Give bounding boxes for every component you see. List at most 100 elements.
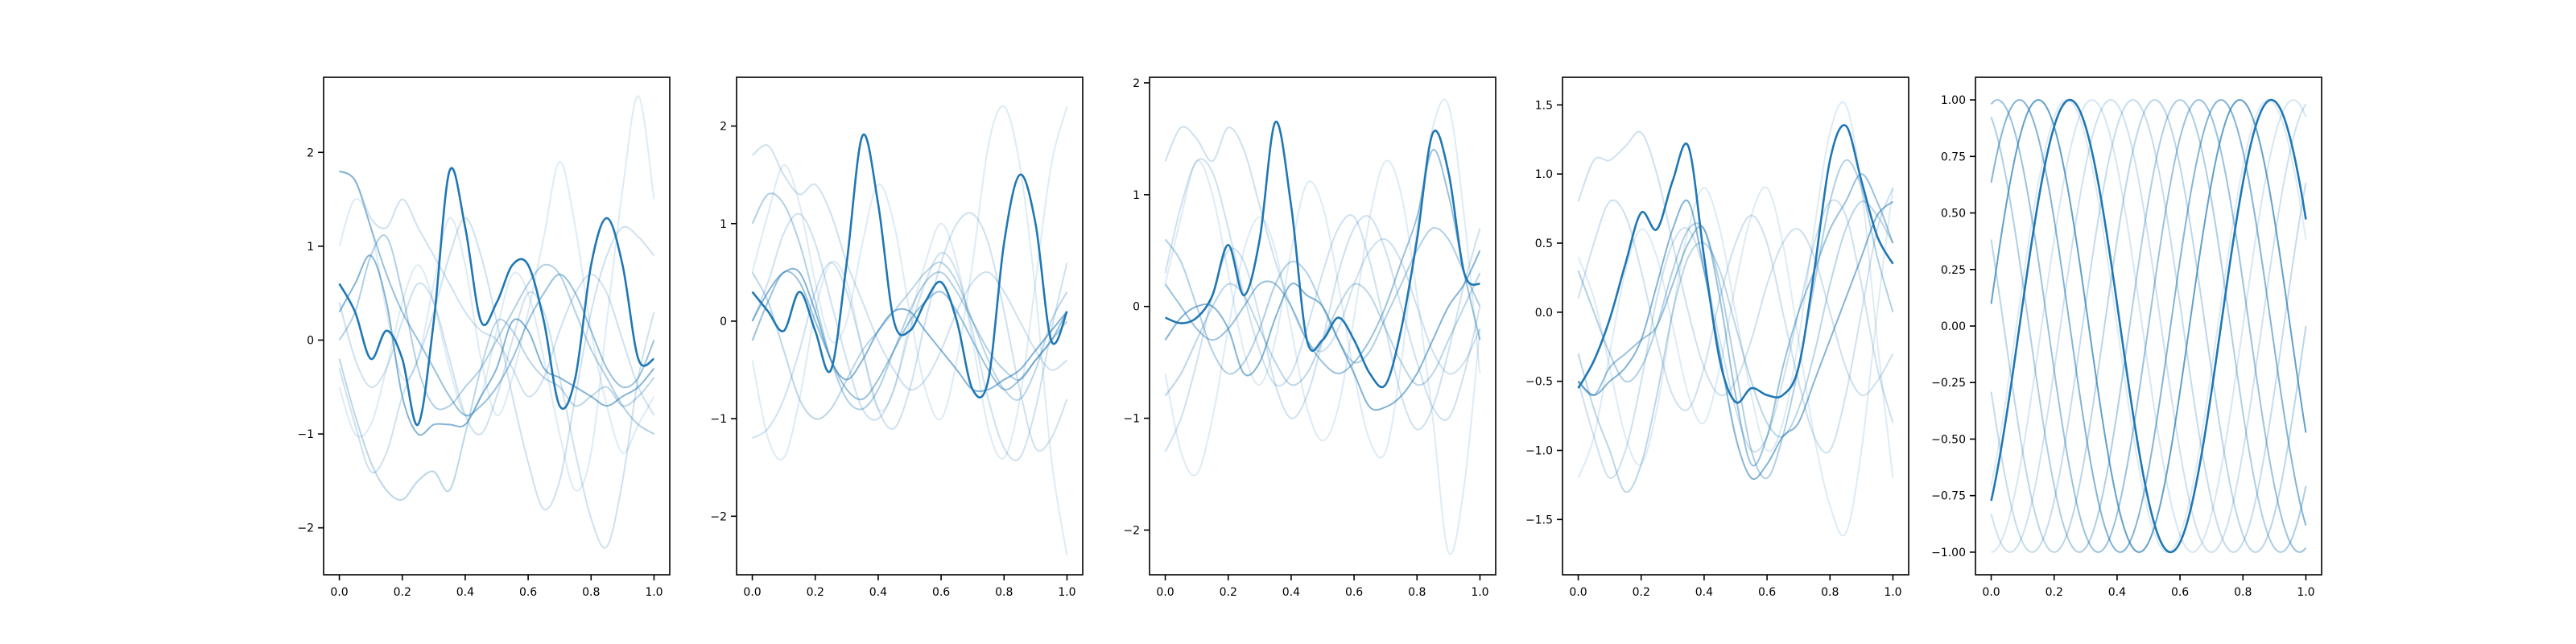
x-tick-label: 0.0 [330,586,348,599]
y-tick-label: 1.5 [1535,99,1553,112]
x-tick-label: 1.0 [1884,586,1901,599]
series-line-7 [338,234,654,435]
x-tick-label: 1.0 [1058,586,1075,599]
series-line-2 [1164,159,1481,555]
series-line-8 [1164,149,1481,375]
y-tick-label: 2 [720,121,727,134]
y-tick-label: 0.25 [1941,264,1966,277]
series-line-1 [1990,99,2307,553]
y-tick-label: −1.00 [1931,547,1966,559]
x-tick-label: 0.0 [1569,586,1587,599]
series-line-5 [1577,187,1894,454]
x-tick-label: 0.8 [1821,586,1839,599]
x-tick-label: 0.4 [1695,586,1713,599]
y-tick-label: −2 [710,510,727,523]
series-line-10 [1990,98,2307,554]
plot-area [338,95,655,549]
x-tick-label: 0.2 [807,586,824,599]
y-tick-label: −1.5 [1525,514,1553,526]
series-line-10 [751,133,1068,398]
series-line-6 [751,261,1068,420]
series-line-2 [1577,186,1894,537]
x-tick-label: 0.0 [743,586,761,599]
series-line-3 [339,170,655,416]
y-tick-label: −1 [297,428,314,441]
x-tick-label: 0.2 [1633,586,1650,599]
x-tick-label: 1.0 [645,586,663,599]
series-line-2 [1991,99,2307,553]
y-tick-label: −1 [1123,413,1140,426]
y-tick-label: 1.00 [1941,94,1966,107]
chart-panel-4: 0.0 0.2 0.4 0.6 0.8 1.0 −1.5 −1.0 −0.5 0.0 0.5 1.0 1… [1525,76,1909,599]
x-tick-label: 0.4 [2108,586,2126,599]
y-tick-label: −0.25 [1931,377,1966,390]
chart-panel-5: 0.0 0.2 0.4 0.6 0.8 1.0 −1.00 −0.75 −0.50 −0.25 0.… [1931,76,2322,599]
series-line-1 [751,105,1068,555]
x-tick-label: 0.2 [1220,586,1237,599]
series-line-5 [751,213,1068,461]
y-tick-label: −1.0 [1525,445,1553,458]
series-line-10 [1577,124,1894,404]
x-tick-label: 1.0 [2297,586,2314,599]
y-tick-label: 0.75 [1941,151,1966,163]
series-line-9 [338,254,655,436]
x-tick-label: 0.6 [1758,586,1776,599]
y-tick-label: 2 [307,147,314,159]
series-line-8 [751,270,1068,401]
series-line-2 [338,95,655,492]
x-tick-label: 0.2 [394,586,411,599]
plot-area [1577,101,1894,537]
y-tick-label: 0 [720,316,727,328]
chart-panel-1: 0.0 0.2 0.4 0.6 0.8 1.0 −2 −1 0 1 2 [297,76,671,599]
series-line-4 [1990,99,2307,553]
plot-area [1990,98,2307,554]
x-tick-label: 0.6 [1345,586,1363,599]
series-line-9 [1990,99,2307,553]
axes-frame [736,76,1084,576]
x-tick-label: 0.6 [932,586,950,599]
series-line-5 [338,282,655,549]
series-line-3 [1990,99,2307,553]
y-tick-label: 1 [1133,189,1140,202]
x-tick-label: 0.4 [456,586,474,599]
y-tick-label: 0.00 [1941,320,1966,333]
y-tick-label: 0 [307,334,314,347]
x-tick-label: 0.4 [869,586,887,599]
x-tick-label: 0.4 [1282,586,1300,599]
y-tick-label: −0.50 [1931,433,1966,446]
y-tick-label: −2 [1123,524,1140,537]
y-tick-label: −0.5 [1525,376,1553,389]
axes-frame [1562,76,1909,576]
x-tick-label: 1.0 [1471,586,1488,599]
series-line-9 [1577,199,1894,481]
series-line-5 [1990,99,2307,553]
x-tick-label: 0.8 [995,586,1013,599]
x-tick-label: 0.2 [2046,586,2063,599]
y-tick-label: 1 [307,241,314,254]
series-line-9 [751,267,1068,393]
series-line-3 [1164,126,1481,375]
series-line-7 [1577,159,1894,480]
y-tick-label: 0.50 [1941,208,1966,221]
series-line-1 [1164,98,1481,459]
series-line-7 [1990,99,2307,553]
y-tick-label: 0 [1133,301,1140,314]
axes-frame [1149,76,1496,576]
y-tick-label: −1 [710,413,727,426]
y-tick-label: −2 [297,522,314,535]
series-line-9 [1164,250,1481,411]
series-line-8 [1577,173,1894,467]
series-line-3 [751,144,1068,391]
series-line-1 [1577,101,1894,478]
series-line-4 [338,217,655,510]
y-tick-label: 2 [1133,77,1140,90]
x-tick-label: 0.8 [1408,586,1426,599]
y-tick-label: 1 [720,218,727,231]
series-line-6 [1990,99,2307,553]
x-tick-label: 0.8 [582,586,600,599]
series-line-4 [752,212,1068,452]
x-tick-label: 0.8 [2234,586,2252,599]
series-line-5 [1164,158,1481,431]
